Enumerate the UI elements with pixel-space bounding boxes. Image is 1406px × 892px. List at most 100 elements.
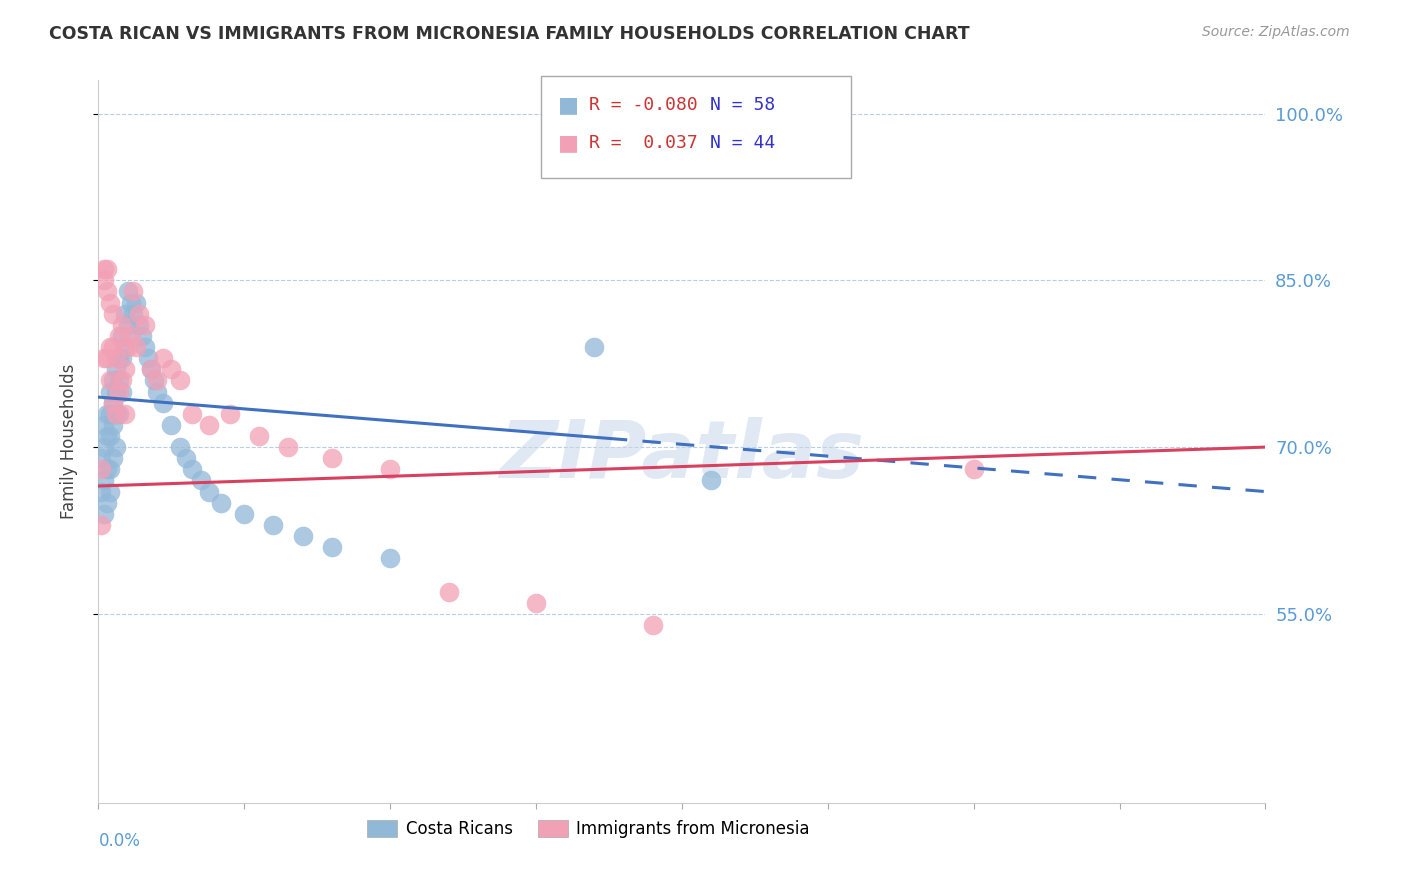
Point bbox=[198, 417, 221, 432]
Point bbox=[111, 373, 134, 387]
Point bbox=[98, 373, 121, 387]
Point bbox=[108, 329, 131, 343]
Point bbox=[117, 318, 139, 332]
Point bbox=[218, 407, 240, 421]
Point bbox=[524, 596, 547, 610]
Point bbox=[114, 362, 136, 376]
Point bbox=[98, 429, 121, 443]
Point bbox=[101, 417, 124, 432]
Point bbox=[180, 407, 202, 421]
Point bbox=[101, 395, 124, 409]
Point bbox=[93, 273, 115, 287]
Point bbox=[104, 351, 127, 366]
Point bbox=[104, 362, 127, 376]
Point bbox=[111, 329, 134, 343]
Point bbox=[641, 618, 664, 632]
Point bbox=[108, 373, 131, 387]
Point bbox=[380, 551, 402, 566]
Point bbox=[209, 496, 232, 510]
Point bbox=[122, 285, 145, 299]
Point bbox=[98, 340, 121, 354]
Point bbox=[125, 295, 148, 310]
Point bbox=[128, 307, 150, 321]
Point bbox=[128, 318, 150, 332]
Point bbox=[247, 429, 270, 443]
Point bbox=[96, 407, 118, 421]
Point bbox=[93, 262, 115, 277]
Point bbox=[291, 529, 314, 543]
Point bbox=[117, 340, 139, 354]
Point bbox=[152, 395, 174, 409]
Text: R =  0.037: R = 0.037 bbox=[589, 134, 697, 152]
Point bbox=[146, 373, 169, 387]
Text: N = 58: N = 58 bbox=[710, 96, 775, 114]
Point bbox=[142, 373, 165, 387]
Point bbox=[700, 474, 723, 488]
Point bbox=[108, 351, 131, 366]
Point bbox=[321, 540, 343, 554]
Point bbox=[134, 340, 156, 354]
Point bbox=[321, 451, 343, 466]
Text: N = 44: N = 44 bbox=[710, 134, 775, 152]
Point bbox=[96, 429, 118, 443]
Point bbox=[98, 384, 121, 399]
Point bbox=[101, 340, 124, 354]
Point bbox=[104, 407, 127, 421]
Text: Source: ZipAtlas.com: Source: ZipAtlas.com bbox=[1202, 25, 1350, 39]
Point bbox=[93, 440, 115, 454]
Point bbox=[93, 351, 115, 366]
Point bbox=[111, 351, 134, 366]
Point bbox=[96, 496, 118, 510]
Point bbox=[190, 474, 212, 488]
Point bbox=[90, 451, 112, 466]
Point bbox=[146, 384, 169, 399]
Text: R = -0.080: R = -0.080 bbox=[589, 96, 697, 114]
Point bbox=[104, 384, 127, 399]
Text: COSTA RICAN VS IMMIGRANTS FROM MICRONESIA FAMILY HOUSEHOLDS CORRELATION CHART: COSTA RICAN VS IMMIGRANTS FROM MICRONESI… bbox=[49, 25, 970, 43]
Point bbox=[117, 285, 139, 299]
Point bbox=[98, 462, 121, 476]
Point bbox=[139, 362, 162, 376]
Point bbox=[174, 451, 197, 466]
Text: ■: ■ bbox=[558, 133, 579, 153]
Point bbox=[104, 440, 127, 454]
Point bbox=[108, 407, 131, 421]
Point bbox=[96, 285, 118, 299]
Point bbox=[120, 329, 142, 343]
Point bbox=[96, 351, 118, 366]
Point bbox=[120, 295, 142, 310]
Point bbox=[93, 507, 115, 521]
Point bbox=[437, 584, 460, 599]
Point bbox=[101, 451, 124, 466]
Point bbox=[104, 407, 127, 421]
Point bbox=[169, 440, 191, 454]
Point bbox=[262, 517, 284, 532]
Point bbox=[114, 307, 136, 321]
Point bbox=[101, 395, 124, 409]
Text: ZIPatlas: ZIPatlas bbox=[499, 417, 865, 495]
Point bbox=[134, 318, 156, 332]
Point bbox=[180, 462, 202, 476]
Point bbox=[101, 307, 124, 321]
Point bbox=[380, 462, 402, 476]
Point bbox=[169, 373, 191, 387]
Point bbox=[93, 474, 115, 488]
Point bbox=[111, 384, 134, 399]
Point bbox=[114, 407, 136, 421]
Point bbox=[160, 417, 183, 432]
Point bbox=[160, 362, 183, 376]
Point bbox=[198, 484, 221, 499]
Legend: Costa Ricans, Immigrants from Micronesia: Costa Ricans, Immigrants from Micronesia bbox=[361, 814, 817, 845]
Point bbox=[152, 351, 174, 366]
Point bbox=[122, 307, 145, 321]
Point bbox=[98, 295, 121, 310]
Point bbox=[233, 507, 256, 521]
Point bbox=[136, 351, 159, 366]
Point bbox=[98, 484, 121, 499]
Point bbox=[125, 340, 148, 354]
Point bbox=[90, 484, 112, 499]
Point bbox=[114, 340, 136, 354]
Point bbox=[90, 517, 112, 532]
Point bbox=[98, 407, 121, 421]
Point bbox=[93, 417, 115, 432]
